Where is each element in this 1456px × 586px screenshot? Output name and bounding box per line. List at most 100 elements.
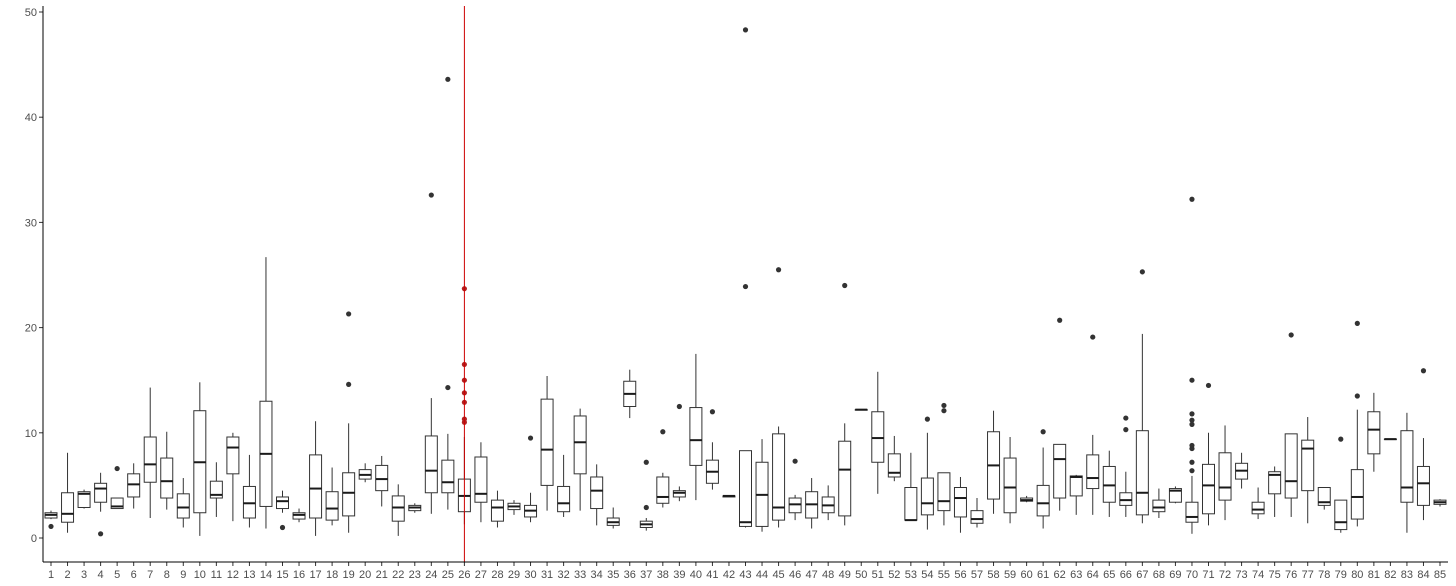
box-group-67 bbox=[1135, 269, 1149, 524]
box-body bbox=[937, 472, 951, 512]
box-group-36 bbox=[623, 369, 637, 419]
box-body bbox=[1119, 492, 1133, 506]
box-group-10 bbox=[193, 382, 207, 536]
box-body bbox=[292, 512, 306, 520]
box-group-4 bbox=[94, 472, 108, 537]
box-group-11 bbox=[209, 462, 223, 517]
outlier-point bbox=[1205, 382, 1212, 389]
x-tick-label: 36 bbox=[624, 569, 636, 581]
box-group-45 bbox=[772, 267, 786, 528]
x-tick-label: 77 bbox=[1302, 569, 1314, 581]
box-body bbox=[904, 487, 918, 521]
x-tick-label: 78 bbox=[1318, 569, 1330, 581]
outlier-point bbox=[98, 531, 104, 537]
box-group-71 bbox=[1202, 382, 1215, 526]
outlier-point bbox=[924, 416, 930, 422]
box-group-47 bbox=[805, 478, 819, 529]
x-tick-label: 83 bbox=[1401, 569, 1413, 581]
outlier-point bbox=[709, 409, 716, 415]
box-group-5 bbox=[110, 465, 124, 510]
x-tick-label: 61 bbox=[1037, 569, 1049, 581]
box-body bbox=[672, 490, 686, 498]
x-tick-label: 45 bbox=[772, 569, 784, 581]
box-body bbox=[1284, 433, 1298, 499]
box-group-65 bbox=[1102, 450, 1116, 517]
x-tick-label: 82 bbox=[1384, 569, 1396, 581]
box-group-25 bbox=[441, 76, 455, 510]
box-body bbox=[953, 487, 967, 518]
x-tick-label: 47 bbox=[806, 569, 818, 581]
x-tick-label: 18 bbox=[326, 569, 338, 581]
x-tick-label: 76 bbox=[1285, 569, 1297, 581]
box-group-73 bbox=[1235, 452, 1249, 489]
box-group-57 bbox=[970, 498, 984, 528]
box-body bbox=[739, 450, 752, 527]
box-group-56 bbox=[953, 476, 967, 533]
outlier-point bbox=[48, 523, 54, 530]
box-body bbox=[1416, 465, 1430, 506]
x-tick-label: 28 bbox=[491, 569, 503, 581]
x-tick-label: 85 bbox=[1434, 569, 1446, 581]
x-tick-label: 53 bbox=[905, 569, 917, 581]
box-body bbox=[226, 436, 240, 475]
x-tick-label: 40 bbox=[690, 569, 702, 581]
box-group-63 bbox=[1069, 474, 1083, 515]
box-body bbox=[590, 476, 604, 510]
outlier-point bbox=[1189, 377, 1195, 383]
y-tick-label: 30 bbox=[25, 217, 37, 229]
outlier-point bbox=[1338, 436, 1344, 442]
box-body bbox=[391, 495, 405, 522]
x-tick-label: 11 bbox=[211, 569, 222, 581]
box-group-27 bbox=[474, 442, 488, 523]
box-group-29 bbox=[507, 500, 521, 515]
x-tick-label: 4 bbox=[98, 569, 104, 581]
box-group-40 bbox=[689, 353, 703, 501]
box-group-39 bbox=[672, 403, 686, 502]
outlier-point bbox=[676, 403, 682, 410]
x-tick-label: 54 bbox=[921, 569, 933, 581]
outlier-point bbox=[775, 267, 782, 273]
x-tick-label: 22 bbox=[392, 569, 404, 581]
box-group-16 bbox=[292, 508, 306, 523]
box-body bbox=[1053, 443, 1067, 499]
box-body bbox=[309, 454, 323, 519]
box-body bbox=[276, 496, 289, 510]
x-tick-label: 50 bbox=[855, 569, 867, 581]
box-body bbox=[1301, 439, 1315, 492]
y-tick-label: 10 bbox=[25, 428, 37, 440]
box-group-54 bbox=[920, 416, 934, 530]
x-tick-label: 59 bbox=[1004, 569, 1016, 581]
box-group-33 bbox=[573, 408, 587, 511]
outlier-point bbox=[1139, 269, 1145, 275]
box-group-75 bbox=[1268, 466, 1282, 517]
x-tick-label: 71 bbox=[1202, 569, 1214, 581]
box-group-44 bbox=[755, 439, 769, 532]
outlier-point bbox=[1040, 429, 1046, 435]
outlier-point bbox=[1123, 427, 1129, 433]
box-group-8 bbox=[160, 431, 174, 510]
x-tick-label: 68 bbox=[1153, 569, 1165, 581]
box-group-58 bbox=[987, 410, 1001, 514]
outlier-point bbox=[445, 76, 451, 82]
x-tick-label: 15 bbox=[276, 569, 288, 581]
box-body bbox=[342, 472, 356, 517]
outlier-point bbox=[941, 402, 947, 409]
box-body bbox=[110, 497, 124, 510]
box-group-23 bbox=[408, 503, 422, 513]
box-body bbox=[838, 440, 852, 517]
box-group-69 bbox=[1168, 486, 1182, 504]
box-group-35 bbox=[606, 507, 620, 529]
x-tick-label: 1 bbox=[48, 569, 54, 581]
box-group-6 bbox=[127, 463, 141, 509]
x-tick-label: 79 bbox=[1335, 569, 1347, 581]
y-tick-label: 40 bbox=[25, 112, 37, 124]
outlier-point bbox=[445, 384, 451, 391]
box-group-74 bbox=[1251, 487, 1265, 520]
outlier-point bbox=[1090, 334, 1096, 340]
outlier-point bbox=[792, 458, 798, 464]
box-body bbox=[424, 435, 438, 494]
x-tick-label: 21 bbox=[376, 569, 388, 581]
box-group-42 bbox=[722, 494, 736, 498]
box-group-1 bbox=[44, 510, 58, 530]
x-tick-label: 26 bbox=[458, 569, 470, 581]
